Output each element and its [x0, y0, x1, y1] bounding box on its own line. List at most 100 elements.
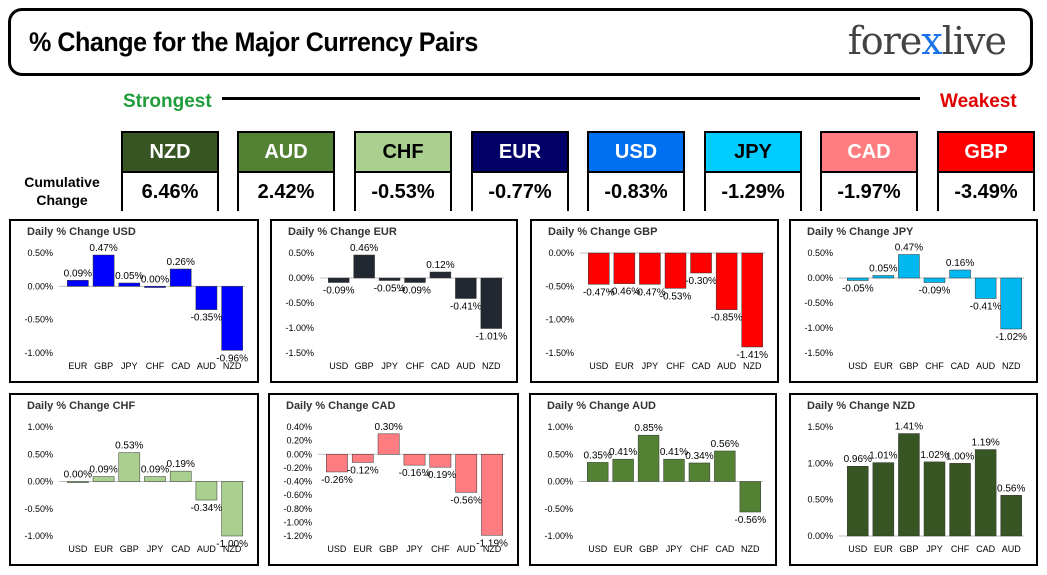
x-tick-label: JPY [147, 544, 164, 554]
x-tick-label: EUR [68, 361, 88, 371]
currency-name: CAD [822, 133, 916, 173]
bar-value-label: 0.56% [997, 483, 1025, 494]
bar [455, 454, 478, 493]
bar [404, 277, 426, 283]
x-tick-label: CHF [690, 544, 709, 554]
y-tick-label: 0.40% [286, 422, 312, 432]
bar [169, 268, 192, 287]
x-tick-label: CHF [951, 544, 970, 554]
x-tick-label: EUR [94, 544, 114, 554]
bar [898, 433, 920, 537]
bar-value-label: 0.19% [167, 459, 195, 470]
y-tick-label: -1.50% [545, 348, 574, 358]
bar-value-label: -1.00% [216, 539, 248, 550]
bar-value-label: 1.00% [946, 451, 974, 462]
currency-name: USD [589, 133, 683, 173]
chart-title: Daily % Change JPY [807, 226, 914, 238]
bar [221, 481, 243, 537]
bar-value-label: -1.19% [476, 538, 508, 549]
bar-value-label: 0.09% [64, 268, 92, 279]
x-tick-label: EUR [614, 544, 634, 554]
page-title: % Change for the Major Currency Pairs [29, 27, 478, 57]
x-tick-label: GBP [899, 361, 918, 371]
y-tick-label: -0.50% [545, 281, 574, 291]
x-tick-label: JPY [121, 361, 138, 371]
x-tick-label: JPY [926, 544, 943, 554]
y-tick-label: 0.00% [548, 248, 574, 258]
x-tick-label: AUD [1002, 544, 1022, 554]
x-tick-label: JPY [666, 544, 683, 554]
y-tick-label: 0.00% [27, 477, 53, 487]
y-tick-label: -1.00% [544, 531, 573, 541]
weakest-label: Weakest [940, 91, 1017, 112]
bar [690, 252, 712, 274]
y-tick-label: 0.00% [286, 449, 312, 459]
chart-svg: Daily % Change GBP 0.00% -0.50% -1.00% -1.50… [545, 226, 768, 371]
bar-value-label: 0.12% [426, 260, 454, 271]
bar-value-label: 0.85% [634, 423, 662, 434]
bar-value-label: 0.96% [844, 454, 872, 465]
chart-title: Daily % Change CHF [27, 400, 135, 412]
bar [144, 286, 166, 288]
x-tick-label: AUD [456, 361, 476, 371]
x-tick-label: CAD [692, 361, 712, 371]
x-tick-label: CAD [715, 544, 735, 554]
bar [949, 463, 971, 537]
x-tick-label: AUD [717, 361, 737, 371]
bar-value-label: 0.56% [711, 439, 739, 450]
x-tick-label: NZD [1002, 361, 1021, 371]
bar-value-label: -0.56% [450, 495, 482, 506]
y-tick-label: 0.00% [27, 281, 53, 291]
y-tick-label: -1.00% [285, 323, 314, 333]
bar [1000, 277, 1022, 330]
bar [898, 254, 920, 279]
bar [714, 450, 736, 482]
bar-value-label: -1.02% [995, 332, 1027, 343]
y-tick-label: 0.00% [807, 531, 833, 541]
x-tick-label: CAD [171, 361, 191, 371]
x-tick-label: GBP [639, 544, 658, 554]
header-banner: % Change for the Major Currency Pairs fo… [8, 8, 1033, 76]
y-tick-label: -0.50% [804, 298, 833, 308]
bar-value-label: -0.41% [450, 302, 482, 313]
x-tick-label: GBP [120, 544, 139, 554]
bar [92, 254, 115, 287]
y-tick-label: 0.50% [27, 248, 53, 258]
bar [739, 481, 761, 513]
chart-title: Daily % Change AUD [547, 400, 656, 412]
bar-value-label: 0.05% [869, 264, 897, 275]
x-tick-label: CHF [146, 361, 165, 371]
bar [429, 454, 452, 468]
bar [328, 277, 350, 283]
y-tick-label: -0.20% [283, 463, 312, 473]
bar-value-label: 0.53% [115, 441, 143, 452]
bar [637, 434, 660, 482]
chart-title: Daily % Change CAD [286, 400, 395, 412]
currency-box-chf: CHF -0.53% [354, 131, 452, 211]
bar-value-label: -0.12% [347, 465, 379, 476]
x-tick-label: NZD [223, 361, 242, 371]
bar [949, 269, 971, 279]
bar-value-label: -0.41% [970, 302, 1002, 313]
x-tick-label: CHF [406, 361, 425, 371]
x-tick-label: USD [588, 544, 608, 554]
x-tick-label: EUR [615, 361, 635, 371]
bar [378, 277, 401, 281]
x-tick-label: GBP [899, 544, 918, 554]
bar-value-label: 0.30% [374, 422, 402, 433]
chart-svg: Daily % Change NZD 1.50% 1.00% 0.50% 0.00% 0.… [807, 400, 1025, 554]
bar [455, 277, 477, 299]
cumulative-change-value: -3.49% [939, 173, 1033, 211]
currency-box-aud: AUD 2.42% [237, 131, 335, 211]
bar-value-label: 0.09% [89, 465, 117, 476]
x-tick-label: NZD [741, 544, 760, 554]
bar-value-label: -0.26% [321, 475, 353, 486]
bar-value-label: -1.01% [475, 332, 507, 343]
bar-value-label: -0.16% [399, 468, 431, 479]
cumulative-change-value: 2.42% [239, 173, 333, 211]
y-tick-label: -1.00% [24, 531, 53, 541]
daily-change-chart-jpy: Daily % Change JPY 0.50% 0.00% -0.50% -1.00%… [789, 219, 1038, 383]
y-tick-label: 0.00% [547, 477, 573, 487]
bar-value-label: 0.46% [350, 243, 378, 254]
currency-name: GBP [939, 133, 1033, 173]
